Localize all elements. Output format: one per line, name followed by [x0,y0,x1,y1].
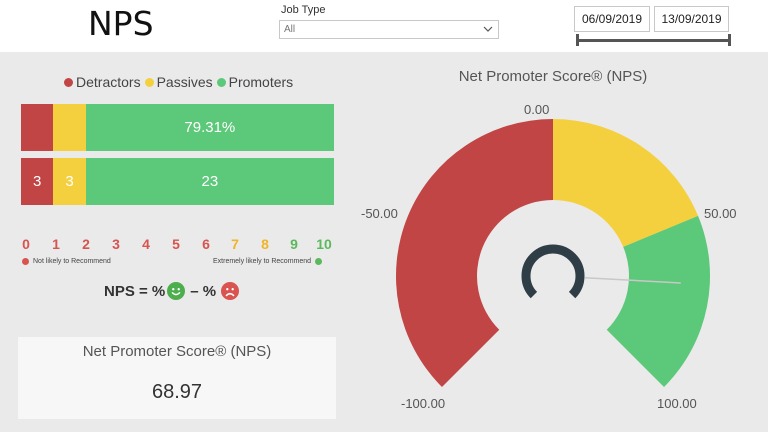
scale-number: 0 [22,236,30,252]
gauge-passive-arc [553,119,699,247]
chart-legend: Detractors Passives Promoters [62,74,295,90]
passives-percent-segment[interactable] [53,104,86,151]
date-slider-start-handle[interactable] [576,34,579,46]
formula-prefix: NPS = % [104,282,166,300]
job-type-value: All [284,24,296,35]
job-type-dropdown[interactable]: All [279,20,499,39]
job-type-label: Job Type [281,4,326,16]
percent-stacked-bar[interactable]: 79.31% [21,104,334,151]
passives-count-segment[interactable]: 3 [53,158,86,205]
passives-count-label: 3 [65,173,74,190]
count-stacked-bar[interactable]: 3 3 23 [21,158,334,205]
gauge-needle [584,276,681,284]
happy-face-icon [167,282,186,300]
header-bar: NPS Job Type All 06/09/2019 13/09/2019 [0,0,768,52]
scale-low-caption: Not likely to Recommend [22,258,111,265]
date-slider-end-handle[interactable] [728,34,731,46]
detractors-count-segment[interactable]: 3 [21,158,54,205]
date-end-input[interactable]: 13/09/2019 [654,6,729,32]
scale-number: 10 [316,236,332,252]
card-title: Net Promoter Score® (NPS) [82,343,272,360]
promoters-dot-icon [216,77,226,87]
promoters-count-label: 23 [201,173,219,190]
promoters-count-segment[interactable]: 23 [85,158,334,205]
scale-high-caption-text: Extremely likely to Recommend [213,258,312,265]
scale-number: 4 [142,236,150,252]
nps-formula: NPS = % – % [104,282,241,300]
gauge-label-min: -100.00 [401,396,446,411]
scale-high-caption: Extremely likely to Recommend [213,258,323,265]
legend-detractors: Detractors [62,74,141,90]
detractors-dot-icon [64,77,73,87]
gauge-label-neg50: -50.00 [361,206,398,221]
gauge-hub [521,244,585,299]
nps-card[interactable]: Net Promoter Score® (NPS) 68.97 [18,337,336,419]
date-range-slider[interactable] [577,39,730,42]
gauge-label-50: 50.00 [704,206,737,221]
legend-passives: Passives [143,74,213,90]
detractors-percent-segment[interactable] [21,104,54,151]
scale-number: 6 [202,236,210,252]
chevron-down-icon [483,26,493,32]
date-start-input[interactable]: 06/09/2019 [574,6,650,32]
legend-promoters-label: Promoters [228,74,294,90]
formula-minus: – % [190,282,217,300]
legend-passives-label: Passives [156,74,213,90]
scale-number: 9 [290,236,298,252]
scale-number: 5 [172,236,180,252]
nps-gauge[interactable] [355,96,755,426]
scale-number: 8 [261,236,269,252]
recommend-scale: 0 1 2 3 4 5 6 7 8 9 10 [16,236,338,256]
gauge-promoter-arc [606,215,710,388]
detractors-count-label: 3 [33,173,42,190]
gauge-label-zero: 0.00 [524,102,550,117]
legend-promoters: Promoters [215,74,294,90]
gauge-title: Net Promoter Score® (NPS) [458,68,648,85]
scale-number: 3 [112,236,120,252]
sad-face-icon [221,282,240,300]
scale-number: 2 [82,236,90,252]
gauge-detractor-arc [395,119,553,388]
scale-number: 7 [231,236,239,252]
promoters-percent-segment[interactable]: 79.31% [85,104,334,151]
legend-detractors-label: Detractors [76,74,141,90]
gauge-label-max: 100.00 [657,396,697,411]
sad-face-icon [22,258,29,265]
card-value: 68.97 [151,381,203,403]
happy-face-icon [315,258,323,265]
promoters-percent-label: 79.31% [184,119,236,136]
passives-dot-icon [144,77,154,87]
scale-number: 1 [52,236,60,252]
page-title: NPS [88,4,154,43]
scale-low-caption-text: Not likely to Recommend [33,258,111,265]
